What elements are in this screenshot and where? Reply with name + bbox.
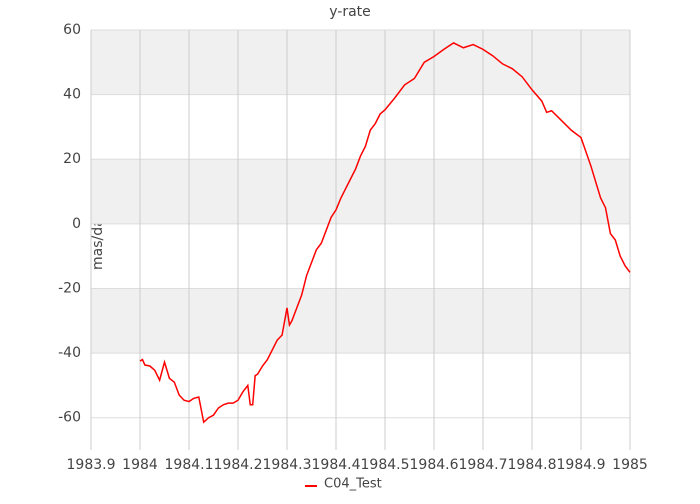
x-tick-label: 1984.6 — [410, 457, 459, 473]
y-tick-label: 60 — [63, 22, 81, 38]
grid-band — [91, 288, 630, 354]
x-tick-label: 1984.1 — [165, 457, 214, 473]
x-tick-label: 1984.4 — [312, 457, 361, 473]
grid-band — [91, 30, 630, 95]
legend-label: C04_Test — [324, 477, 382, 492]
x-tick-label: 1985 — [612, 457, 648, 473]
y-tick-label: 40 — [63, 87, 81, 103]
x-tick-label: 1984.3 — [263, 457, 312, 473]
x-tick-label: 1984.7 — [459, 457, 508, 473]
x-tick-label: 1984 — [122, 457, 158, 473]
grid-band — [91, 159, 630, 224]
data-line — [139, 42, 631, 424]
x-tick-label: 1984.9 — [557, 457, 606, 473]
y-tick-label: -60 — [58, 410, 81, 426]
y-tick-label: 0 — [72, 216, 81, 232]
y-tick-label: -40 — [58, 345, 81, 361]
y-tick-label: 20 — [63, 151, 81, 167]
y-axis-label: mas/day — [90, 210, 106, 270]
x-tick-label: 1984.2 — [214, 457, 263, 473]
x-tick-label: 1984.5 — [361, 457, 410, 473]
y-tick-label: -20 — [58, 280, 81, 296]
x-tick-label: 1983.9 — [67, 457, 116, 473]
chart-title: y-rate — [329, 4, 371, 20]
x-tick-label: 1984.8 — [508, 457, 557, 473]
